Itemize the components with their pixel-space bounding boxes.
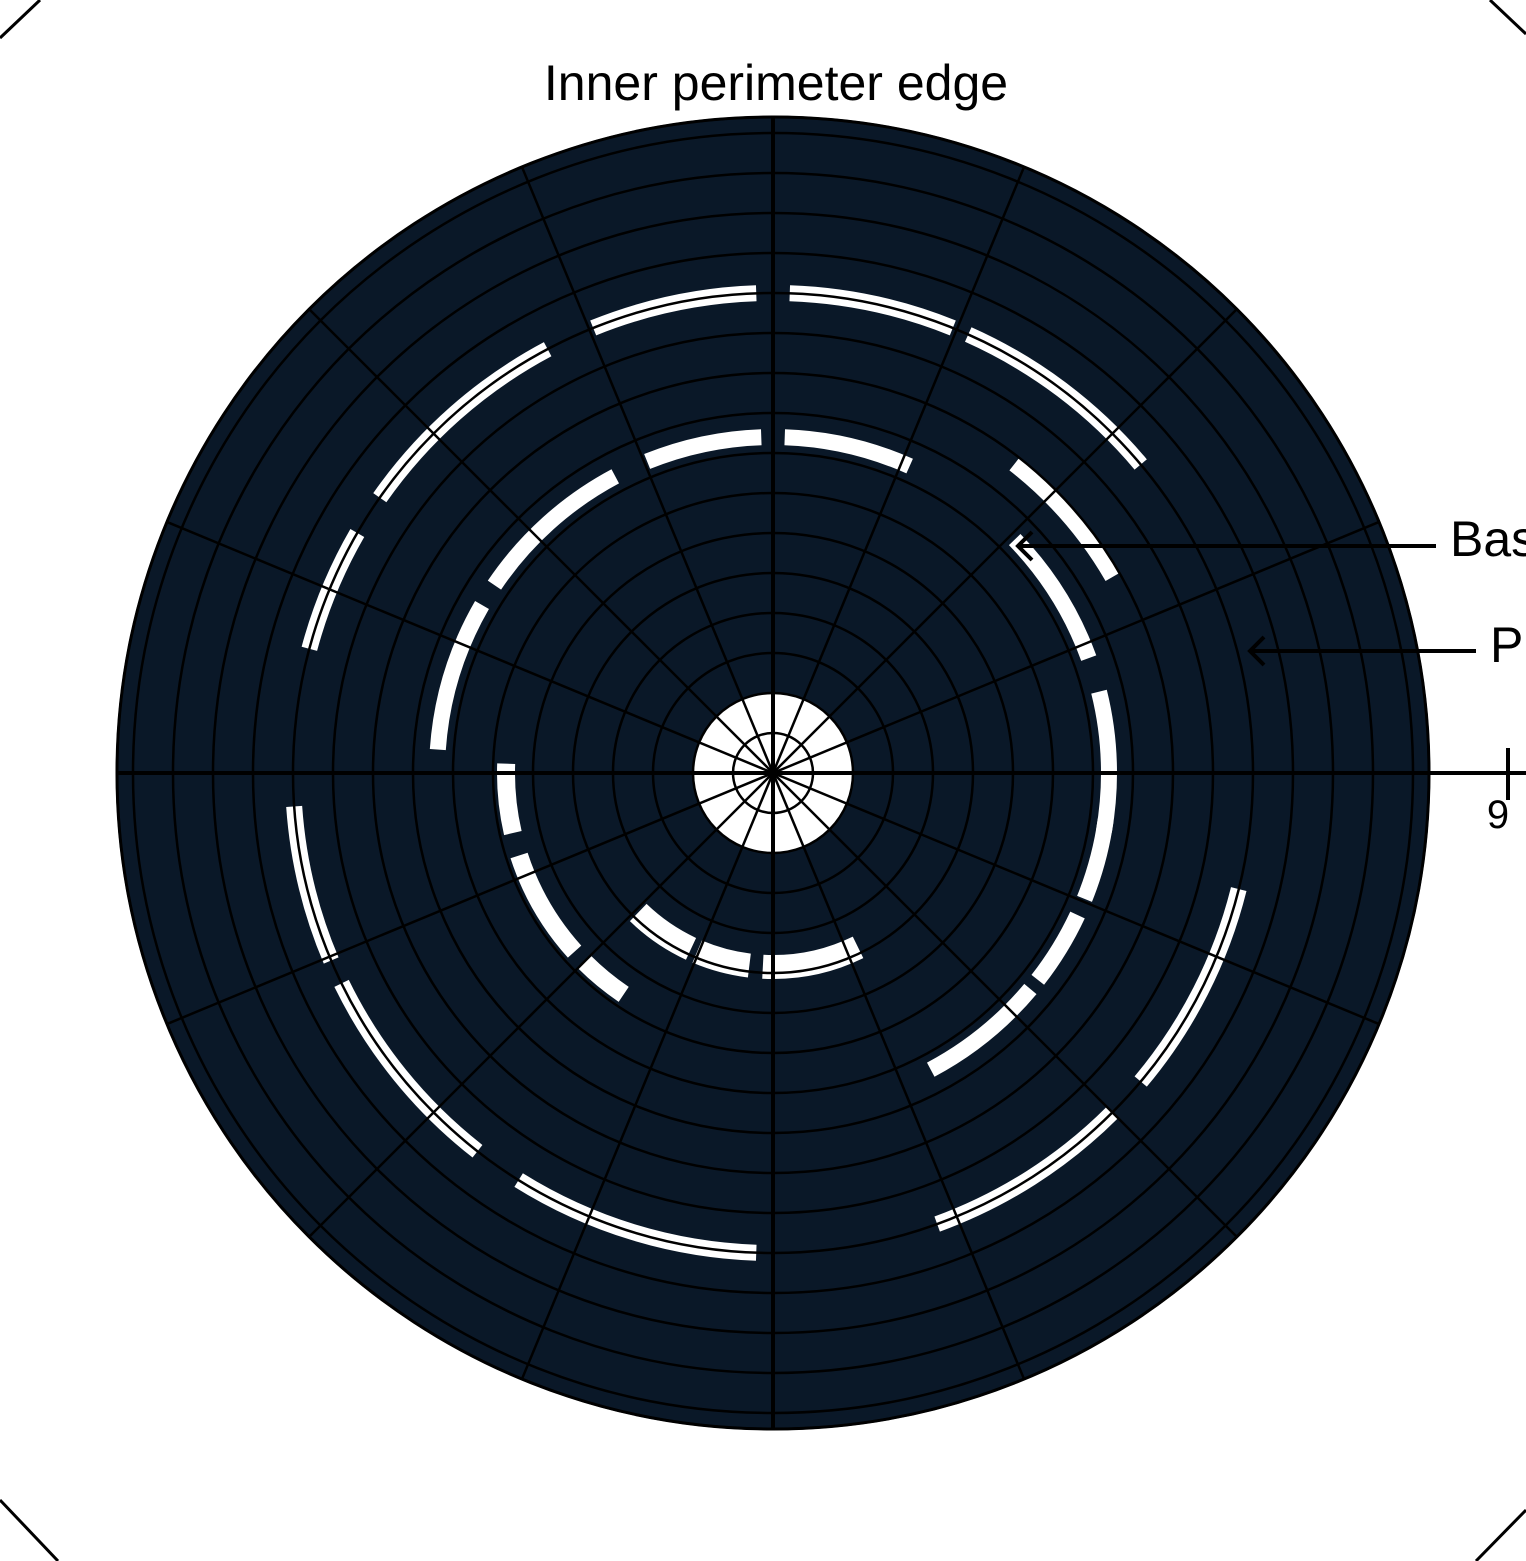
ring-gap-arc	[577, 955, 629, 1002]
corner-mark-bottom-right	[1474, 1508, 1526, 1561]
sector-line	[771, 772, 1026, 1380]
sector-line	[308, 308, 774, 774]
sector-line	[520, 772, 775, 1380]
ring-gap-arc	[1077, 818, 1114, 902]
corner-mark-top-left	[0, 0, 42, 40]
sector-line	[166, 520, 774, 775]
ring-gap-arc	[934, 1106, 1119, 1232]
sector-line	[166, 771, 774, 1026]
ring-gap-arc	[1091, 689, 1117, 773]
sector-line	[771, 166, 1026, 774]
ring-gap-arc	[1031, 911, 1085, 985]
ring-gap-arc	[964, 327, 1147, 470]
callout-label-p: P	[1490, 617, 1523, 673]
callout-label-bas: Bas	[1450, 511, 1526, 567]
ring-gap-arc	[644, 429, 762, 469]
scale-tick-label: 9	[1487, 793, 1509, 837]
arrowhead-bas	[1015, 530, 1034, 562]
ring-gap-arc	[334, 979, 483, 1158]
ring-gap-arc	[373, 342, 552, 503]
ring-gap-arc	[692, 940, 751, 978]
ring-gap-arc	[629, 903, 697, 960]
ring-gap-arc	[487, 469, 620, 590]
perimeter-disc	[115, 115, 1431, 1431]
ring-gap-arc	[590, 285, 757, 336]
ring-gap-arc	[784, 429, 913, 474]
sector-line	[772, 520, 1380, 775]
ring-gap-arc	[1009, 457, 1120, 581]
ring-gap-arc	[514, 1173, 757, 1261]
arrowhead-p	[1247, 635, 1266, 667]
diagram-title: Inner perimeter edge	[544, 55, 1008, 111]
ring-gap-arc	[926, 983, 1037, 1077]
ring-gap-arc	[1096, 773, 1117, 833]
ring-gap-arc	[789, 285, 956, 336]
corner-mark-top-right	[1488, 0, 1526, 36]
sector-line	[520, 166, 775, 774]
callout-leaders	[1015, 530, 1526, 800]
ring-gap-arc	[429, 601, 489, 751]
ring-gap-arc	[497, 763, 522, 836]
sector-line	[772, 772, 1238, 1238]
sector-line	[308, 772, 774, 1238]
ring-gap-arc	[762, 936, 864, 980]
ring-gap-arc	[1008, 534, 1097, 661]
ring-gap-arc	[510, 852, 582, 958]
corner-mark-bottom-left	[0, 1498, 60, 1561]
sector-line	[772, 308, 1238, 774]
ring-gap-arc	[1134, 887, 1247, 1087]
sector-line	[772, 771, 1380, 1026]
